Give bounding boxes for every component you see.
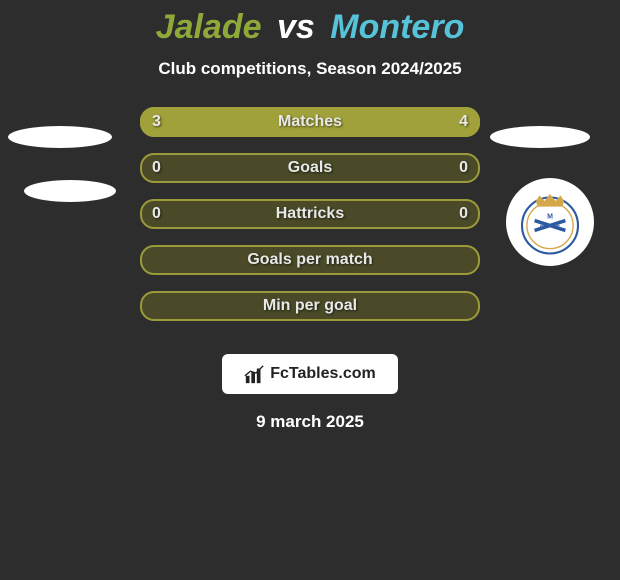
player1-name: Jalade <box>156 8 262 46</box>
stat-value-right: 4 <box>459 113 468 131</box>
stat-value-right: 0 <box>459 159 468 177</box>
stat-label: Goals <box>140 159 480 177</box>
stat-row: Matches3 4 <box>140 107 480 137</box>
stat-label: Min per goal <box>140 297 480 315</box>
stat-label: Goals per match <box>140 251 480 269</box>
bar-chart-icon <box>244 363 266 385</box>
fctables-logo: FcTables.com <box>222 354 398 394</box>
season-subtitle: Club competitions, Season 2024/2025 <box>0 59 620 79</box>
stat-value-left: 3 <box>152 113 161 131</box>
stat-label: Hattricks <box>140 205 480 223</box>
logo-text: FcTables.com <box>270 365 376 383</box>
stat-row: Hattricks0 0 <box>140 199 480 229</box>
stat-label: Matches <box>140 113 480 131</box>
comparison-title: Jalade vs Montero <box>0 0 620 47</box>
player2-name: Montero <box>330 8 464 46</box>
stat-value-right: 0 <box>459 205 468 223</box>
vs-separator: vs <box>277 8 315 46</box>
stats-container: Matches34Goals00Hattricks00Goals per mat… <box>0 107 620 321</box>
stat-row: Goals0 0 <box>140 153 480 183</box>
stat-value-left: 0 <box>152 159 161 177</box>
stat-value-left: 0 <box>152 205 161 223</box>
stat-row: Min per goal <box>140 291 480 321</box>
stat-row: Goals per match <box>140 245 480 275</box>
date-text: 9 march 2025 <box>0 412 620 432</box>
